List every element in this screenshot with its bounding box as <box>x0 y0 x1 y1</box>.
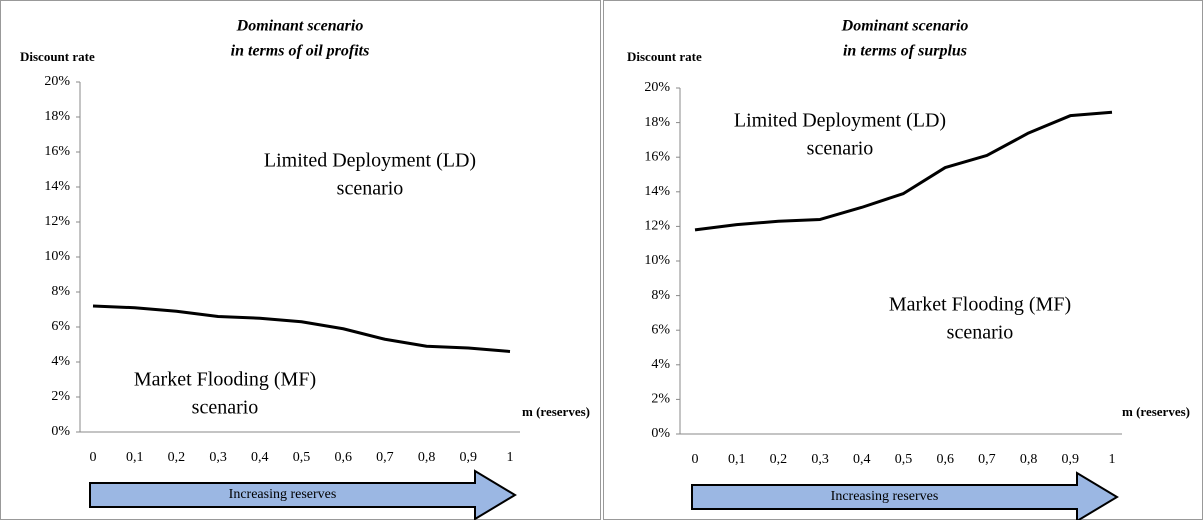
annotation: Limited Deployment (LD) <box>734 110 946 132</box>
annotation: scenario <box>337 178 404 200</box>
y-tick-label: 0% <box>651 426 670 441</box>
x-axis-label: m (reserves) <box>522 404 590 419</box>
y-axis-label: Discount rate <box>20 49 95 64</box>
y-tick-label: 18% <box>644 115 670 130</box>
x-tick-label: 0,6 <box>936 452 954 467</box>
y-tick-label: 10% <box>44 249 70 264</box>
panel-border <box>0 0 601 520</box>
x-tick-label: 0,9 <box>1062 452 1080 467</box>
x-tick-label: 0,8 <box>418 450 436 465</box>
chart-title: Dominant scenario <box>841 18 969 35</box>
chart-title: in terms of oil profits <box>231 43 370 60</box>
x-tick-label: 0,3 <box>811 452 829 467</box>
x-axis-label: m (reserves) <box>1122 404 1190 419</box>
x-tick-label: 0,4 <box>853 452 871 467</box>
y-tick-label: 12% <box>644 219 670 234</box>
x-tick-label: 0,7 <box>978 452 996 467</box>
y-tick-label: 2% <box>651 392 670 407</box>
chart-title: Dominant scenario <box>236 18 364 35</box>
annotation: Market Flooding (MF) <box>889 294 1071 316</box>
y-tick-label: 14% <box>644 184 670 199</box>
y-tick-label: 20% <box>644 80 670 95</box>
x-tick-label: 1 <box>507 450 514 465</box>
annotation: Market Flooding (MF) <box>134 369 316 391</box>
arrow <box>691 471 1119 520</box>
x-tick-label: 0,5 <box>895 452 913 467</box>
y-tick-label: 16% <box>44 144 70 159</box>
data-line <box>92 304 511 353</box>
y-tick-label: 16% <box>644 149 670 164</box>
x-tick-label: 0,4 <box>251 450 269 465</box>
x-tick-label: 0,6 <box>334 450 352 465</box>
x-tick-label: 0,2 <box>770 452 788 467</box>
x-tick-label: 0 <box>692 452 699 467</box>
y-tick-label: 14% <box>44 179 70 194</box>
y-tick-label: 2% <box>51 389 70 404</box>
x-tick-label: 0,8 <box>1020 452 1038 467</box>
chart-title: in terms of surplus <box>843 43 967 60</box>
panel-border <box>603 0 1203 520</box>
y-tick-label: 8% <box>651 288 670 303</box>
y-axis-label: Discount rate <box>627 49 702 64</box>
y-tick-label: 10% <box>644 253 670 268</box>
x-tick-label: 0,1 <box>728 452 746 467</box>
y-tick-label: 12% <box>44 214 70 229</box>
annotation: Limited Deployment (LD) <box>264 150 476 172</box>
y-tick-label: 4% <box>651 357 670 372</box>
y-tick-label: 0% <box>51 424 70 439</box>
x-tick-label: 1 <box>1109 452 1116 467</box>
x-tick-label: 0,3 <box>209 450 227 465</box>
y-tick-label: 6% <box>651 322 670 337</box>
x-tick-label: 0,1 <box>126 450 144 465</box>
arrow <box>89 469 517 520</box>
annotation: scenario <box>947 322 1014 344</box>
y-tick-label: 6% <box>51 319 70 334</box>
y-tick-label: 18% <box>44 109 70 124</box>
data-line <box>694 110 1113 232</box>
arrow-label: Increasing reserves <box>831 489 939 504</box>
y-tick-label: 20% <box>44 74 70 89</box>
x-tick-label: 0,2 <box>168 450 186 465</box>
y-tick-label: 4% <box>51 354 70 369</box>
x-tick-label: 0,9 <box>460 450 478 465</box>
annotation: scenario <box>192 397 259 419</box>
arrow-label: Increasing reserves <box>229 487 337 502</box>
y-tick-label: 8% <box>51 284 70 299</box>
annotation: scenario <box>807 138 874 160</box>
x-tick-label: 0 <box>90 450 97 465</box>
x-tick-label: 0,5 <box>293 450 311 465</box>
x-tick-label: 0,7 <box>376 450 394 465</box>
